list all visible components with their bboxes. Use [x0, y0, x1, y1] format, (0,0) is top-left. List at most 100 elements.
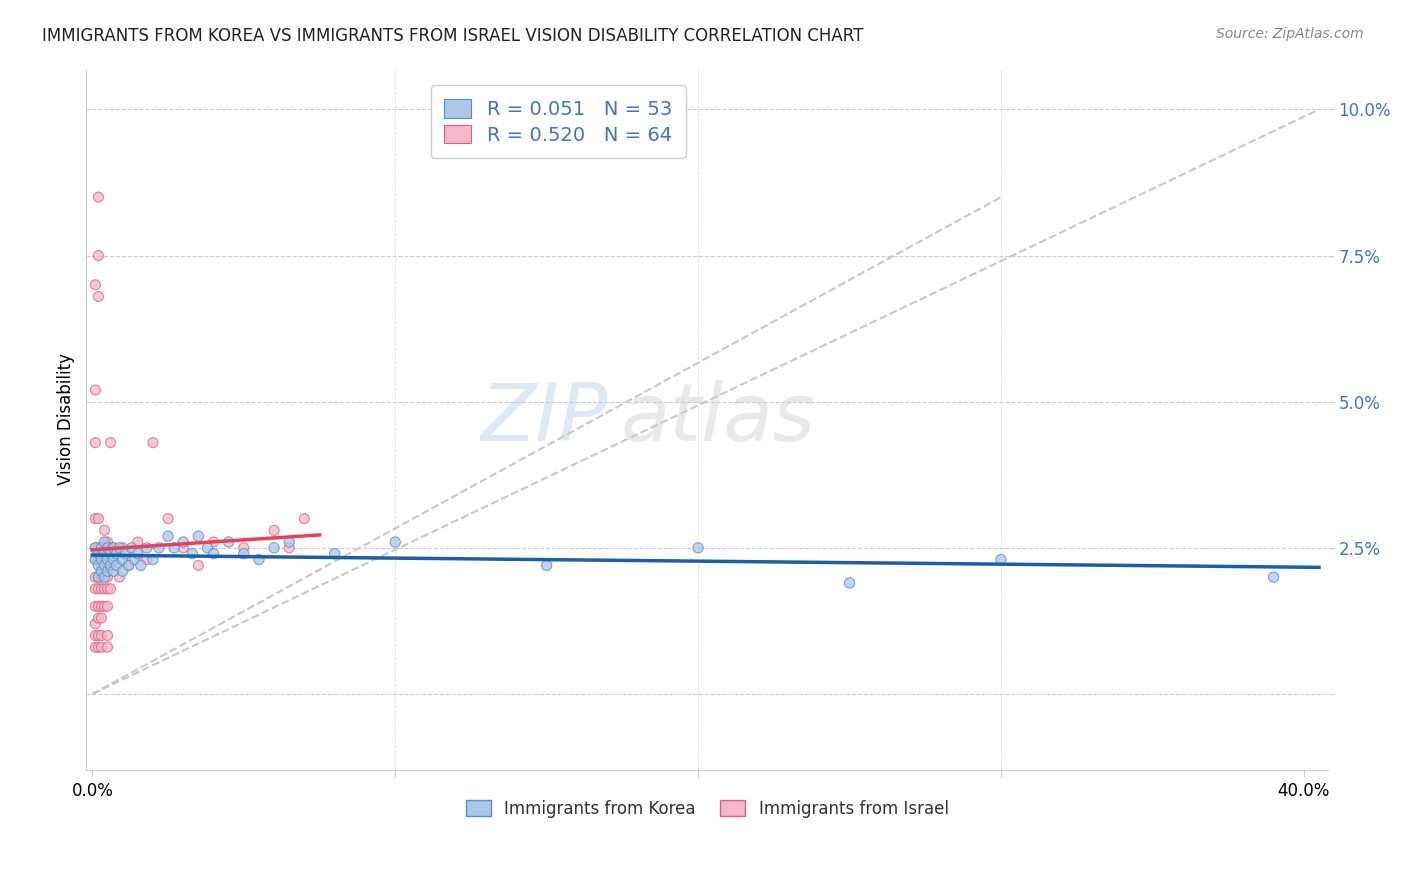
Point — [87, 541, 110, 555]
Point — [93, 570, 115, 584]
Point — [118, 558, 141, 573]
Point — [103, 541, 125, 555]
Point — [103, 541, 125, 555]
Point — [100, 435, 122, 450]
Point — [93, 524, 115, 538]
Point — [323, 547, 346, 561]
Point — [163, 541, 186, 555]
Point — [90, 570, 112, 584]
Point — [84, 599, 107, 614]
Point — [218, 535, 240, 549]
Point — [232, 547, 254, 561]
Point — [157, 529, 180, 543]
Point — [263, 541, 285, 555]
Point — [84, 552, 107, 566]
Point — [87, 511, 110, 525]
Point — [93, 599, 115, 614]
Point — [105, 558, 128, 573]
Point — [90, 541, 112, 555]
Point — [87, 190, 110, 204]
Point — [90, 558, 112, 573]
Point — [127, 535, 149, 549]
Point — [108, 570, 131, 584]
Point — [96, 599, 118, 614]
Point — [87, 558, 110, 573]
Point — [148, 541, 170, 555]
Point — [103, 564, 125, 578]
Point — [87, 570, 110, 584]
Point — [84, 570, 107, 584]
Point — [103, 552, 125, 566]
Y-axis label: Vision Disability: Vision Disability — [58, 353, 75, 485]
Point — [84, 541, 107, 555]
Point — [111, 552, 134, 566]
Point — [96, 552, 118, 566]
Point — [84, 511, 107, 525]
Point — [84, 616, 107, 631]
Point — [96, 640, 118, 655]
Point — [124, 552, 146, 566]
Text: ZIP: ZIP — [481, 380, 607, 458]
Point — [292, 511, 315, 525]
Point — [278, 535, 301, 549]
Point — [247, 552, 270, 566]
Point — [1263, 570, 1285, 584]
Point — [87, 552, 110, 566]
Point — [202, 547, 225, 561]
Point — [96, 628, 118, 642]
Point — [87, 640, 110, 655]
Point — [100, 558, 122, 573]
Point — [172, 541, 194, 555]
Legend: Immigrants from Korea, Immigrants from Israel: Immigrants from Korea, Immigrants from I… — [458, 794, 956, 825]
Text: atlas: atlas — [620, 380, 815, 458]
Point — [111, 541, 134, 555]
Point — [172, 535, 194, 549]
Point — [187, 529, 209, 543]
Point — [105, 558, 128, 573]
Point — [93, 582, 115, 596]
Point — [118, 558, 141, 573]
Point — [90, 582, 112, 596]
Point — [84, 628, 107, 642]
Point — [90, 628, 112, 642]
Point — [536, 558, 558, 573]
Point — [87, 611, 110, 625]
Point — [121, 541, 143, 555]
Point — [100, 547, 122, 561]
Point — [688, 541, 710, 555]
Point — [87, 628, 110, 642]
Point — [129, 558, 152, 573]
Point — [202, 535, 225, 549]
Point — [84, 582, 107, 596]
Point — [142, 552, 165, 566]
Point — [96, 541, 118, 555]
Point — [278, 541, 301, 555]
Point — [87, 582, 110, 596]
Point — [93, 541, 115, 555]
Point — [135, 541, 157, 555]
Point — [96, 552, 118, 566]
Point — [96, 582, 118, 596]
Point — [135, 552, 157, 566]
Point — [87, 570, 110, 584]
Point — [838, 576, 860, 591]
Point — [108, 541, 131, 555]
Point — [93, 547, 115, 561]
Point — [84, 435, 107, 450]
Point — [384, 535, 406, 549]
Point — [96, 535, 118, 549]
Point — [127, 547, 149, 561]
Point — [114, 547, 136, 561]
Point — [87, 599, 110, 614]
Point — [90, 552, 112, 566]
Point — [84, 552, 107, 566]
Point — [263, 524, 285, 538]
Point — [90, 564, 112, 578]
Point — [84, 383, 107, 397]
Point — [93, 558, 115, 573]
Point — [87, 547, 110, 561]
Point — [142, 435, 165, 450]
Point — [100, 541, 122, 555]
Point — [87, 249, 110, 263]
Point — [93, 535, 115, 549]
